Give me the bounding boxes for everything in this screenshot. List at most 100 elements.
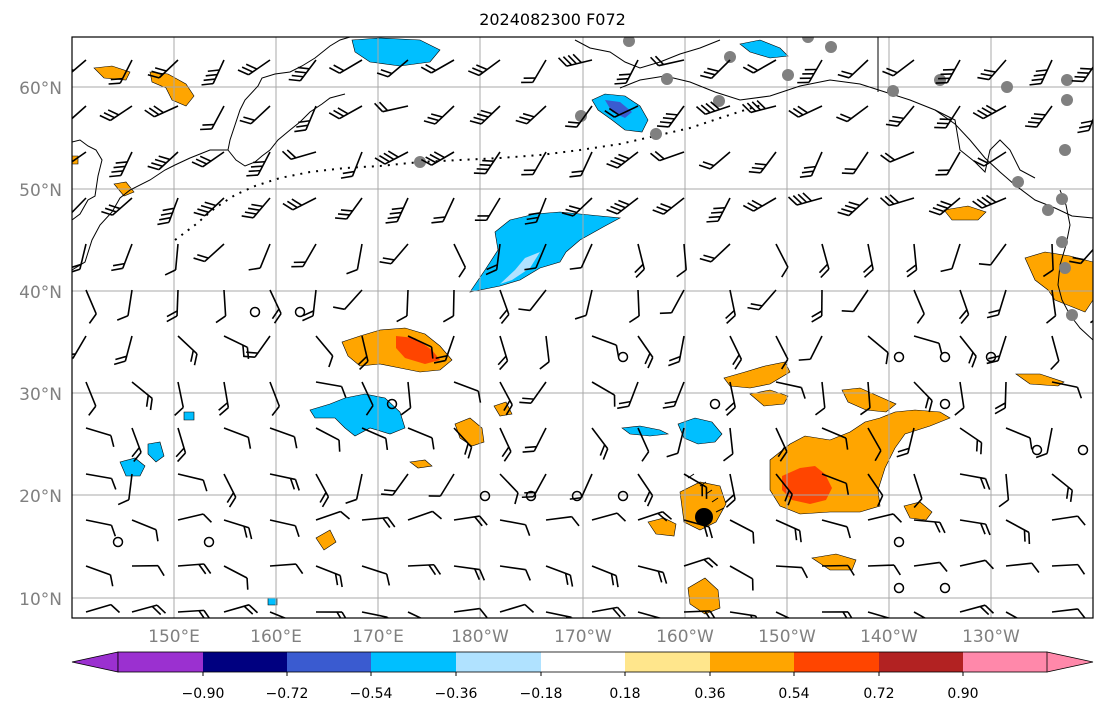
wind-barb bbox=[1051, 515, 1086, 526]
wind-barb bbox=[821, 564, 855, 576]
wind-barb bbox=[346, 243, 363, 275]
wind-barb bbox=[729, 519, 755, 544]
colorbar-segment bbox=[287, 652, 372, 672]
wind-barb bbox=[1077, 105, 1093, 134]
wind-barb bbox=[841, 151, 869, 175]
wind-barb bbox=[357, 335, 369, 371]
lon-label: 160°W bbox=[656, 627, 714, 647]
wind-barb bbox=[742, 197, 777, 212]
wind-barb bbox=[1051, 381, 1083, 399]
asia-coastline bbox=[72, 139, 103, 221]
positive-anomaly-region bbox=[723, 361, 791, 389]
wind-barb bbox=[879, 194, 915, 207]
wind-barb bbox=[497, 335, 509, 371]
wind-barb bbox=[164, 243, 179, 276]
wind-barb bbox=[683, 557, 719, 568]
negative-anomaly-region bbox=[739, 39, 789, 59]
wind-barb bbox=[913, 561, 948, 573]
station-marker bbox=[650, 128, 662, 140]
wind-barb bbox=[269, 519, 300, 538]
negative-anomaly-region bbox=[605, 100, 632, 118]
wind-barb bbox=[913, 289, 925, 324]
wind-barb bbox=[706, 197, 731, 223]
wind-barb bbox=[381, 473, 409, 496]
wind-barb bbox=[361, 427, 389, 451]
wind-barb bbox=[241, 197, 271, 219]
station-marker bbox=[1012, 176, 1024, 188]
calm-wind-circle bbox=[617, 351, 629, 363]
station-marker bbox=[414, 156, 426, 168]
calm-wind-circle bbox=[249, 306, 261, 318]
wind-barb bbox=[485, 243, 501, 276]
wind-barb bbox=[539, 335, 550, 370]
colorbar-tick-label: 0.18 bbox=[609, 686, 640, 702]
wind-barb bbox=[821, 473, 850, 495]
colorbar-segment bbox=[794, 652, 880, 672]
wind-barb bbox=[453, 607, 488, 618]
wind-barb bbox=[775, 473, 793, 506]
wind-barb bbox=[85, 519, 117, 537]
wind-barb bbox=[545, 565, 574, 587]
wind-barb bbox=[729, 565, 754, 591]
wind-barb bbox=[799, 151, 823, 179]
wind-barb bbox=[315, 427, 341, 452]
wind-barb bbox=[867, 513, 903, 523]
wind-barb bbox=[407, 427, 435, 450]
wind-barb bbox=[223, 519, 253, 540]
wind-barb bbox=[606, 151, 639, 169]
wind-barb bbox=[428, 473, 455, 497]
station-marker bbox=[1056, 193, 1068, 205]
wind-barb bbox=[862, 243, 874, 278]
wind-barb bbox=[193, 243, 225, 263]
colorbar-tick-label: −0.90 bbox=[182, 686, 225, 702]
calm-wind-circle bbox=[294, 306, 306, 318]
na-west-coastline bbox=[1057, 189, 1093, 341]
map-frame bbox=[71, 36, 1094, 619]
coastlines bbox=[72, 37, 1093, 513]
wind-barb bbox=[72, 197, 87, 218]
wind-barb bbox=[614, 59, 639, 85]
wind-barb bbox=[859, 381, 871, 416]
colorbar-tick-label: 0.36 bbox=[694, 686, 725, 702]
negative-anomaly-region bbox=[677, 417, 723, 445]
wind-barb bbox=[524, 197, 547, 225]
wind-barb bbox=[837, 59, 869, 79]
alaska-coastline bbox=[574, 39, 721, 69]
wind-barb bbox=[836, 105, 869, 123]
calm-wind-circle bbox=[112, 536, 124, 548]
wind-barb bbox=[574, 289, 593, 320]
wind-barb bbox=[748, 151, 777, 174]
wind-barb bbox=[797, 59, 823, 84]
wind-barb bbox=[676, 243, 687, 278]
wind-barb bbox=[959, 427, 983, 455]
wind-barb bbox=[328, 105, 363, 120]
wind-barb bbox=[269, 381, 281, 416]
wind-barb bbox=[972, 104, 1007, 120]
wind-barb bbox=[453, 381, 482, 403]
positive-anomaly-region bbox=[396, 336, 440, 364]
wind-barb bbox=[811, 289, 823, 323]
calm-wind-circle bbox=[939, 582, 951, 594]
wind-barb bbox=[521, 151, 547, 176]
wind-barb bbox=[420, 59, 455, 74]
station-marker bbox=[825, 41, 837, 53]
wind-barb bbox=[557, 53, 593, 67]
wind-barb bbox=[453, 427, 473, 459]
colorbar-tick-label: −0.54 bbox=[350, 686, 393, 702]
station-marker bbox=[1001, 81, 1013, 93]
lat-label: 10°N bbox=[19, 590, 62, 610]
wind-barb bbox=[474, 197, 501, 222]
wind-barb bbox=[521, 59, 547, 84]
wind-barb bbox=[699, 243, 731, 263]
wind-barb bbox=[698, 151, 731, 170]
wind-barb bbox=[695, 101, 731, 116]
wind-barb bbox=[959, 473, 991, 490]
wind-barb bbox=[814, 381, 826, 416]
wind-barb bbox=[637, 510, 673, 522]
wind-barb bbox=[166, 289, 179, 323]
wind-barb bbox=[637, 335, 654, 369]
wind-barb bbox=[85, 473, 117, 490]
negative-anomaly-region bbox=[147, 441, 165, 463]
wind-barb bbox=[723, 427, 734, 462]
wind-barb bbox=[177, 563, 212, 575]
